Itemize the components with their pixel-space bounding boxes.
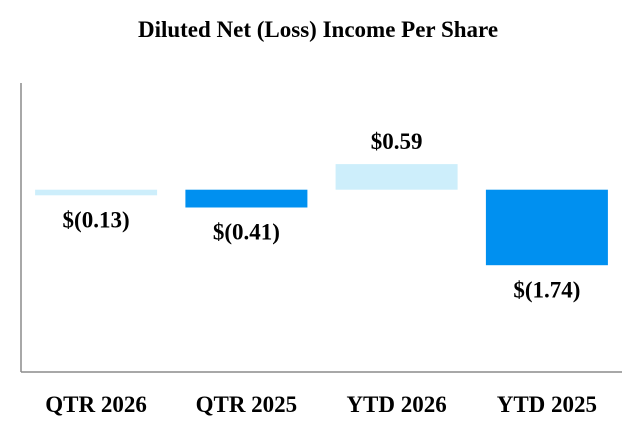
value-label-1: $(0.13) [63,207,130,232]
value-labels-group: $(0.13) $(0.41) $0.59 $(1.74) [63,129,581,302]
chart-title: Diluted Net (Loss) Income Per Share [138,17,498,42]
category-label-2: QTR 2025 [196,392,298,417]
bar-2 [185,189,308,208]
bar-3 [335,164,458,190]
category-label-3: YTD 2026 [346,392,446,417]
bar-1 [35,189,158,196]
value-label-2: $(0.41) [213,220,280,245]
value-label-4: $(1.74) [513,277,580,302]
bars-group [35,164,608,266]
category-labels-group: QTR 2026 QTR 2025 YTD 2026 YTD 2025 [45,392,597,417]
category-label-1: QTR 2026 [45,392,147,417]
category-label-4: YTD 2025 [497,392,597,417]
bar-4 [485,189,608,266]
value-label-3: $0.59 [371,129,423,154]
